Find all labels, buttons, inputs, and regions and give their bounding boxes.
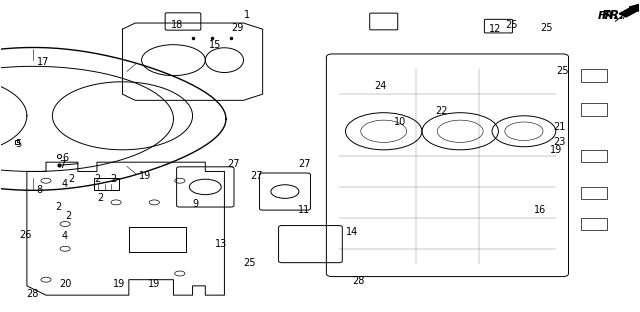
Text: FR.: FR. <box>598 11 618 21</box>
Text: 7: 7 <box>59 160 65 170</box>
Text: 2: 2 <box>68 174 75 184</box>
Bar <box>94 178 119 190</box>
Text: 28: 28 <box>352 276 364 286</box>
Text: 18: 18 <box>170 20 183 30</box>
Text: 19: 19 <box>113 279 125 289</box>
Text: 25: 25 <box>540 23 552 33</box>
Text: 20: 20 <box>59 279 71 289</box>
Text: 6: 6 <box>62 153 68 163</box>
Text: 27: 27 <box>228 159 240 169</box>
Text: FR.: FR. <box>602 9 625 22</box>
Text: 11: 11 <box>298 205 310 215</box>
Text: 19: 19 <box>148 279 161 289</box>
Text: 15: 15 <box>209 40 221 50</box>
Text: 2: 2 <box>65 211 72 221</box>
Text: 5: 5 <box>15 139 22 149</box>
Bar <box>129 227 186 252</box>
Text: 2: 2 <box>56 202 62 212</box>
Text: 14: 14 <box>346 227 358 237</box>
Bar <box>581 187 607 199</box>
Text: 27: 27 <box>298 159 310 169</box>
Bar <box>581 104 607 116</box>
Text: 25: 25 <box>244 258 256 268</box>
Text: 25: 25 <box>505 20 517 30</box>
Text: 2: 2 <box>94 174 100 184</box>
Text: 9: 9 <box>193 199 199 209</box>
Text: 19: 19 <box>550 145 562 155</box>
Text: 25: 25 <box>556 66 568 76</box>
Text: 12: 12 <box>489 24 501 34</box>
Text: 2: 2 <box>110 174 116 184</box>
Text: 19: 19 <box>139 171 151 181</box>
Text: 29: 29 <box>231 23 243 33</box>
FancyArrow shape <box>619 2 640 17</box>
Bar <box>581 69 607 82</box>
Text: 16: 16 <box>534 205 546 215</box>
Bar <box>581 218 607 230</box>
Text: 8: 8 <box>36 185 43 195</box>
Text: 28: 28 <box>26 289 38 299</box>
Text: 22: 22 <box>435 106 447 116</box>
Text: 4: 4 <box>62 232 68 241</box>
Text: 21: 21 <box>553 122 565 132</box>
Text: 17: 17 <box>36 57 49 67</box>
Text: 26: 26 <box>19 230 31 240</box>
Text: 10: 10 <box>394 117 406 127</box>
Text: 13: 13 <box>215 239 227 249</box>
Text: 1: 1 <box>244 10 250 20</box>
Text: 24: 24 <box>374 81 387 91</box>
Text: 23: 23 <box>553 137 565 147</box>
Text: 4: 4 <box>62 179 68 189</box>
Bar <box>581 150 607 162</box>
Text: 2: 2 <box>97 193 103 203</box>
Text: 27: 27 <box>250 171 262 181</box>
